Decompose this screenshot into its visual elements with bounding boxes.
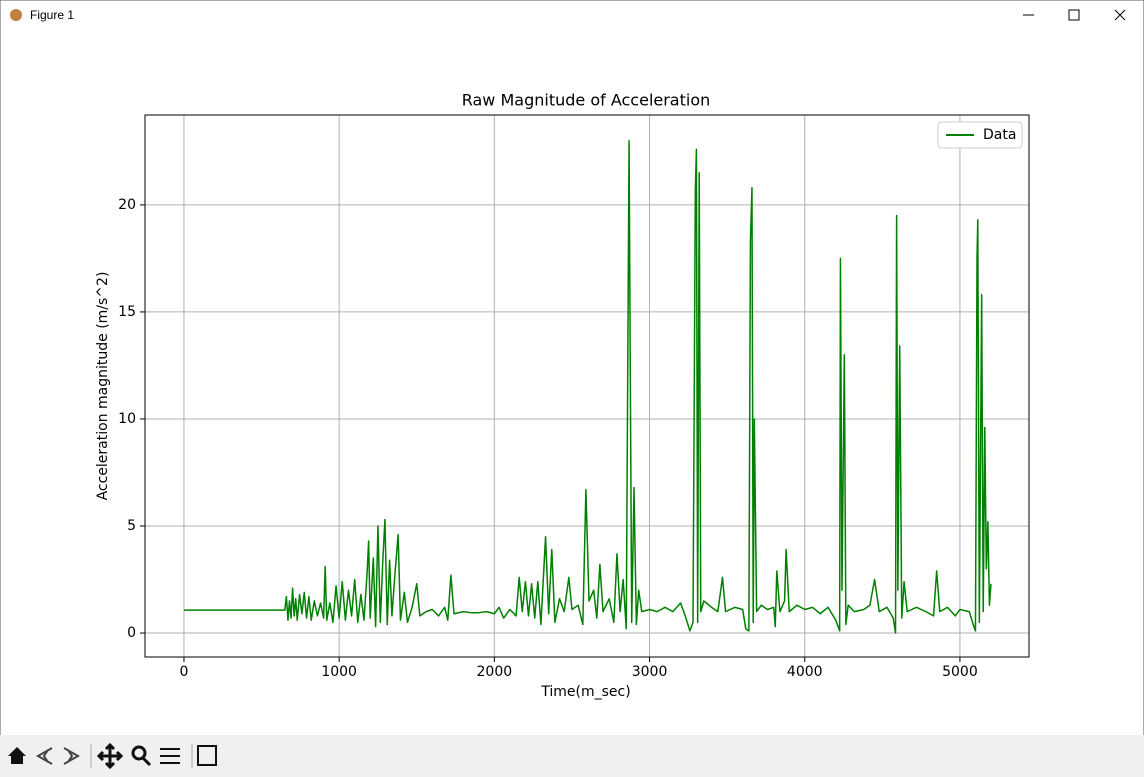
x-axis-label: Time(m_sec): [540, 684, 630, 700]
x-tick-label: 1000: [321, 664, 357, 680]
toolbar-buttons: [8, 742, 217, 770]
data-line: [183, 139, 992, 634]
x-tick-label: 5000: [942, 664, 978, 680]
save-button[interactable]: [197, 745, 217, 766]
close-button[interactable]: [1114, 9, 1126, 21]
legend-box: [937, 121, 1023, 149]
forward-button[interactable]: [63, 747, 81, 765]
x-tick-label: 4000: [787, 664, 823, 680]
y-axis-label: Acceleration magnitude (m/s^2): [95, 272, 111, 501]
x-tick-label: 3000: [632, 664, 668, 680]
configure-button[interactable]: [160, 748, 180, 764]
maximize-button[interactable]: [1068, 9, 1080, 21]
window-title: Figure 1: [30, 8, 74, 22]
chart-title: Raw Magnitude of Acceleration: [462, 91, 711, 110]
y-tick-label: 5: [127, 518, 136, 534]
zoom-handle: [141, 756, 152, 767]
x-tick-label: 0: [179, 664, 188, 680]
y-tick-label: 0: [127, 625, 136, 641]
title-bar: Figure 1: [10, 8, 1126, 22]
pan-button[interactable]: [96, 742, 124, 770]
plot-frame: [144, 114, 1030, 658]
back-button[interactable]: [35, 747, 53, 765]
legend-label: Data: [983, 127, 1016, 143]
y-tick-label: 10: [118, 411, 136, 427]
legend: Data: [937, 121, 1023, 149]
home-button[interactable]: [8, 747, 26, 764]
toolbar: [0, 735, 1144, 777]
y-tick-label: 15: [118, 304, 136, 320]
app-icon: [10, 9, 22, 21]
x-tick-label: 2000: [477, 664, 513, 680]
zoom-button[interactable]: [131, 745, 147, 761]
y-tick-label: 20: [118, 197, 136, 213]
